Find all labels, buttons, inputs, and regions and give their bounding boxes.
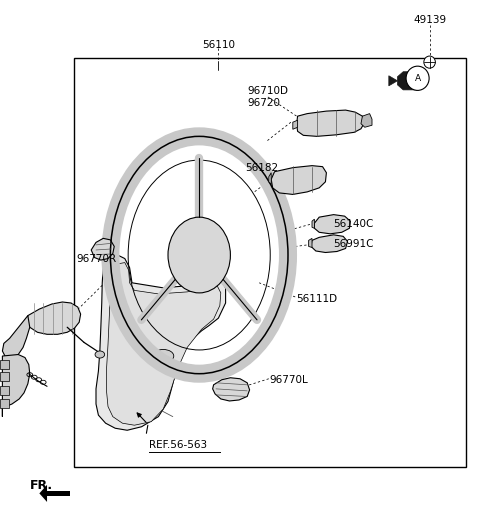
Polygon shape	[47, 491, 70, 496]
Polygon shape	[271, 166, 326, 194]
Text: 56991C: 56991C	[334, 239, 374, 249]
Text: A: A	[415, 74, 420, 83]
Ellipse shape	[168, 217, 230, 293]
Polygon shape	[293, 120, 298, 129]
Polygon shape	[0, 399, 9, 408]
Bar	[74, 58, 466, 467]
Polygon shape	[312, 219, 314, 228]
Polygon shape	[0, 386, 9, 395]
Text: FR.: FR.	[30, 479, 53, 492]
Text: 96770R: 96770R	[77, 254, 117, 264]
Polygon shape	[213, 378, 250, 401]
Polygon shape	[311, 235, 348, 252]
Text: 56140C: 56140C	[334, 219, 374, 229]
Text: 96770L: 96770L	[270, 375, 309, 385]
Polygon shape	[91, 238, 114, 260]
Circle shape	[424, 56, 435, 68]
Polygon shape	[314, 215, 350, 234]
Text: 56110: 56110	[202, 40, 235, 50]
Polygon shape	[2, 355, 30, 417]
Polygon shape	[397, 72, 422, 90]
Polygon shape	[389, 76, 397, 86]
Text: 49139: 49139	[413, 15, 446, 25]
Ellipse shape	[153, 349, 174, 363]
Polygon shape	[107, 263, 221, 425]
Polygon shape	[361, 114, 372, 127]
Polygon shape	[269, 173, 271, 184]
Polygon shape	[2, 316, 30, 359]
Circle shape	[406, 66, 429, 90]
Text: 96710D: 96710D	[247, 86, 288, 96]
Polygon shape	[0, 372, 9, 381]
Polygon shape	[0, 360, 9, 369]
Text: 96720: 96720	[247, 98, 280, 108]
Polygon shape	[309, 238, 312, 247]
Text: 56182: 56182	[245, 163, 278, 173]
Polygon shape	[297, 110, 364, 136]
Text: 56111D: 56111D	[297, 294, 338, 304]
Text: REF.56-563: REF.56-563	[149, 440, 207, 450]
Ellipse shape	[95, 351, 105, 358]
Polygon shape	[96, 255, 226, 430]
Polygon shape	[26, 302, 81, 334]
Polygon shape	[39, 485, 47, 502]
